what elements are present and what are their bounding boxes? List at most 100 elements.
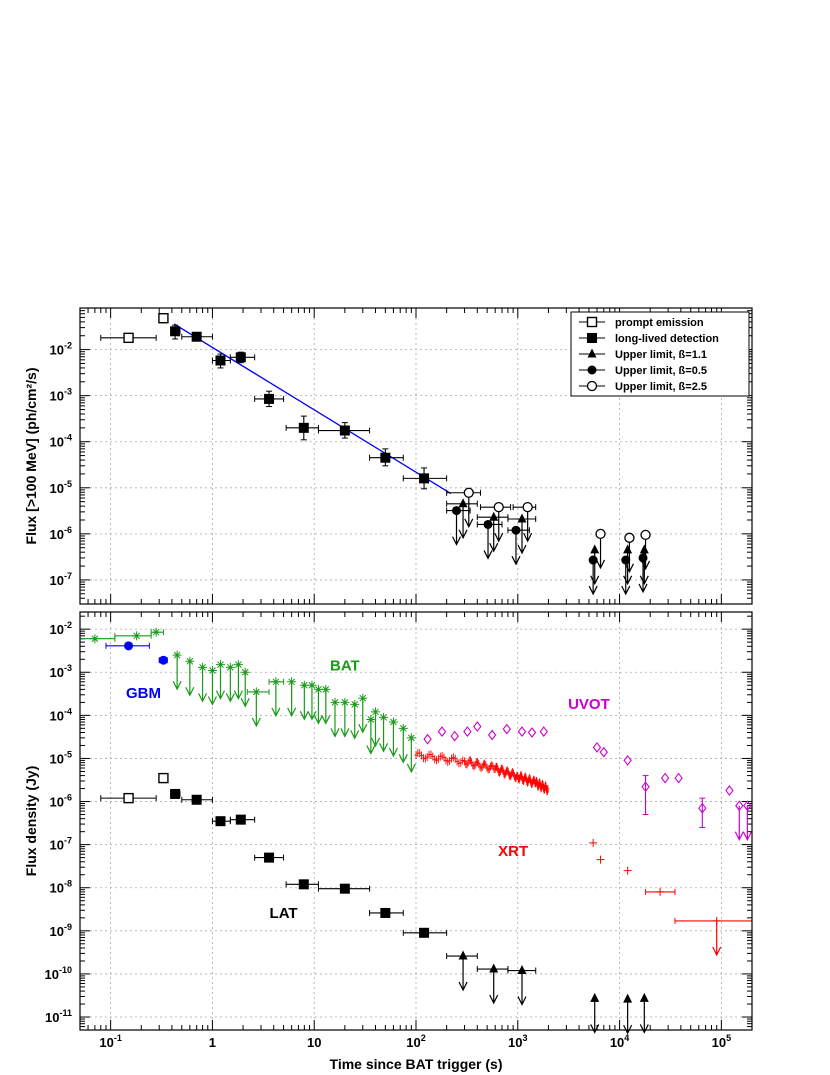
data-point xyxy=(624,532,635,543)
label-xrt: XRT xyxy=(498,843,528,860)
data-point xyxy=(340,697,350,707)
legend-marker xyxy=(587,365,597,375)
upper-limit-arrow xyxy=(366,719,376,755)
series-xrt xyxy=(414,749,753,957)
upper-limit-arrow xyxy=(623,999,633,1035)
upper-limit-arrow xyxy=(595,533,606,570)
data-point xyxy=(641,781,650,793)
data-point xyxy=(489,963,499,973)
data-point xyxy=(233,660,243,670)
upper-limit-arrow xyxy=(641,534,651,571)
x-tick-label: 103 xyxy=(508,1033,527,1050)
data-point xyxy=(743,800,752,812)
data-point xyxy=(90,634,100,644)
upper-limit-arrow xyxy=(185,661,195,697)
x-tick-label: 10-1 xyxy=(99,1033,121,1050)
upper-limit-arrow xyxy=(523,507,533,543)
data-point xyxy=(264,393,275,404)
data-point xyxy=(483,519,493,529)
upper-limit-arrow xyxy=(398,728,408,764)
data-point xyxy=(132,631,142,641)
series-uvot xyxy=(423,721,752,842)
y-tick-label: 10-7 xyxy=(50,836,72,853)
data-point xyxy=(123,332,134,344)
xrt-dense-point xyxy=(455,757,459,766)
xrt-dense-point xyxy=(425,752,429,761)
data-point xyxy=(158,313,169,324)
data-point xyxy=(452,506,462,516)
xrt-dense-point xyxy=(449,754,453,763)
upper-limit-arrow xyxy=(340,702,350,738)
upper-limit-arrow xyxy=(358,698,368,734)
y-tick-label: 10-4 xyxy=(50,706,72,723)
data-point xyxy=(264,852,275,863)
upper-limit-arrow xyxy=(225,667,235,703)
data-point xyxy=(588,555,598,565)
upper-limit-arrow xyxy=(240,672,250,708)
series-long-lived-detection xyxy=(170,324,448,490)
legend-marker xyxy=(587,333,597,343)
data-point xyxy=(623,755,632,766)
y-tick-label: 10-2 xyxy=(50,620,72,637)
xrt-dense-point xyxy=(448,756,452,765)
upper-limit-arrow xyxy=(588,560,598,596)
data-point xyxy=(225,662,235,672)
legend-entry: prompt emission xyxy=(615,317,704,329)
xrt-dense-point xyxy=(420,751,424,760)
data-point xyxy=(307,680,317,690)
xrt-dense-point xyxy=(436,754,440,763)
xrt-dense-point xyxy=(545,787,549,796)
legend-marker xyxy=(586,316,598,328)
bottom-panel: 10-1 1 10 102 103 104 10510-1110-1010-910-810-… xyxy=(23,611,753,1072)
xrt-dense-point xyxy=(459,758,463,767)
y-axis-title: Flux [>100 MeV] (ph/cm²/s) xyxy=(23,368,39,545)
label-uvot: UVOT xyxy=(568,696,610,713)
upper-limit-arrow xyxy=(313,689,323,725)
data-point xyxy=(640,529,651,541)
upper-limit-arrow xyxy=(172,655,182,691)
series-bat xyxy=(79,627,416,774)
data-point xyxy=(458,498,468,508)
legend-entry: Upper limit, ß=2.5 xyxy=(615,381,707,393)
upper-limit-arrow xyxy=(624,537,634,574)
data-point xyxy=(487,729,497,741)
upper-limit-arrow xyxy=(271,681,281,718)
series-gbm xyxy=(105,641,168,665)
upper-limit-arrow xyxy=(517,519,527,555)
x-tick-label: 10 xyxy=(307,1035,321,1050)
upper-limit-arrow xyxy=(494,507,504,543)
data-point xyxy=(463,487,474,498)
data-point xyxy=(379,712,389,722)
data-point xyxy=(419,473,430,484)
legend-marker xyxy=(587,348,597,358)
xrt-dense-point xyxy=(440,751,444,760)
data-point xyxy=(437,726,447,737)
y-tick-label: 10-4 xyxy=(50,433,72,450)
x-tick-label: 102 xyxy=(406,1033,425,1050)
legend-entry: Upper limit, ß=1.1 xyxy=(615,349,707,361)
upper-limit-arrow xyxy=(483,524,493,560)
upper-limit-arrow xyxy=(458,956,468,992)
y-tick-label: 10-3 xyxy=(50,663,72,680)
data-point xyxy=(596,855,605,864)
data-point xyxy=(517,965,527,975)
data-point xyxy=(380,452,391,463)
data-point xyxy=(123,792,134,804)
data-point xyxy=(660,772,670,784)
upper-limit-arrow xyxy=(458,503,468,540)
data-point xyxy=(458,950,468,960)
data-point xyxy=(207,665,217,675)
data-point xyxy=(215,355,226,366)
xrt-dense-point xyxy=(446,757,450,766)
y-tick-label: 10-5 xyxy=(50,479,72,496)
xrt-dense-point xyxy=(429,750,433,759)
xrt-dense-point xyxy=(435,756,439,765)
power-law-fit-line xyxy=(173,323,452,495)
data-point xyxy=(463,726,472,737)
data-point xyxy=(271,677,281,687)
xrt-dense-point xyxy=(442,753,446,762)
upper-limit-arrow xyxy=(251,691,261,728)
data-point xyxy=(639,992,649,1002)
data-point xyxy=(517,726,527,737)
data-point xyxy=(298,879,309,890)
